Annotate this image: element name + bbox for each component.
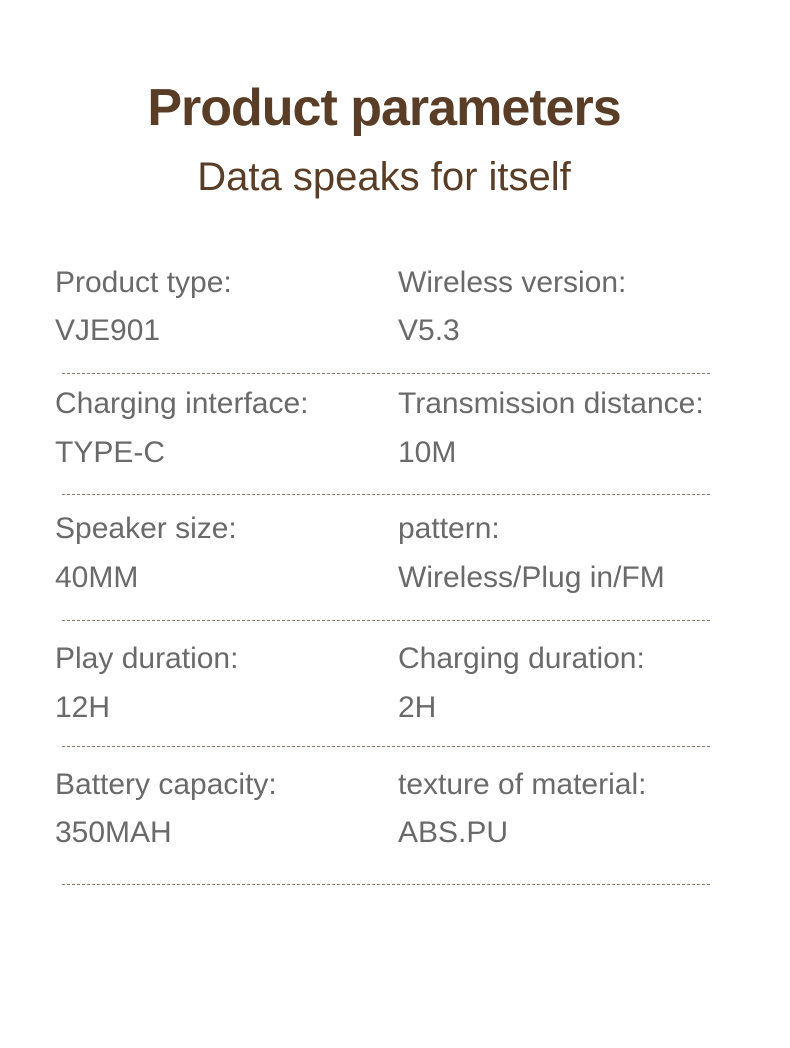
spec-label: pattern: [398,512,500,545]
spec-value: 40MM [55,561,139,594]
spec-value: V5.3 [398,314,460,347]
dashed-divider [62,884,710,885]
spec-value: 12H [55,691,111,724]
spec-value: 10M [398,436,457,469]
dashed-divider [62,373,710,374]
spec-value: 2H [398,691,437,724]
dashed-divider [62,746,710,747]
spec-label: texture of material: [398,768,647,801]
dashed-divider [62,494,710,495]
spec-value: 350MAH [55,816,172,849]
spec-label: Speaker size: [55,512,237,545]
spec-label: Transmission distance: [398,387,704,420]
spec-label: Battery capacity: [55,768,277,801]
spec-value: ABS.PU [398,816,509,849]
page-title: Product parameters [147,79,621,137]
spec-label: Charging duration: [398,642,645,675]
spec-label: Charging interface: [55,387,309,420]
spec-value: Wireless/Plug in/FM [398,561,665,594]
spec-label: Product type: [55,266,232,299]
spec-value: VJE901 [55,314,161,347]
page-subtitle: Data speaks for itself [197,155,571,199]
spec-label: Play duration: [55,642,239,675]
spec-value: TYPE-C [55,436,166,469]
dashed-divider [62,620,710,621]
spec-label: Wireless version: [398,266,627,299]
